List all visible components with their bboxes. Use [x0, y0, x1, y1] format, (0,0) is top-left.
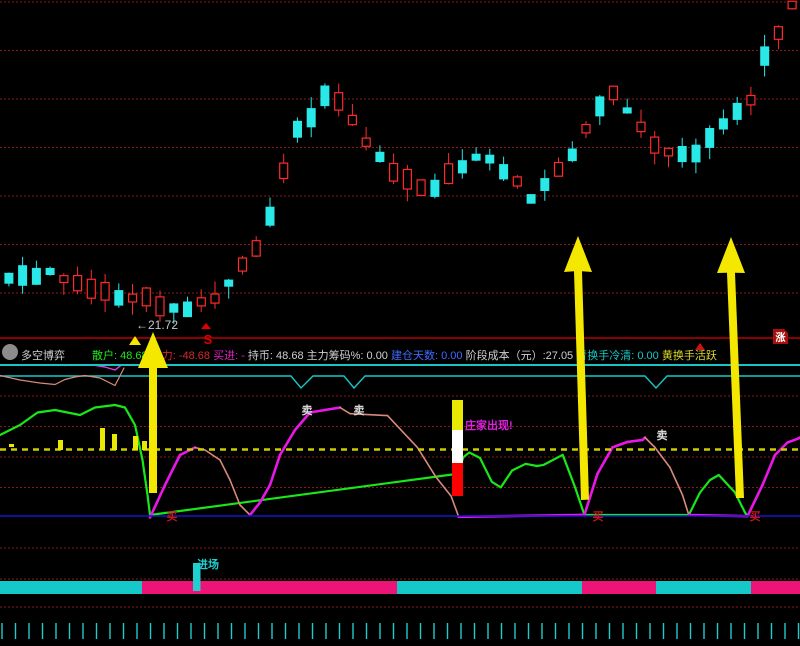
- svg-text:卖: 卖: [302, 403, 313, 417]
- svg-text:涨: 涨: [776, 331, 786, 344]
- svg-text:进场: 进场: [197, 557, 219, 571]
- svg-text:买: 买: [593, 510, 604, 523]
- svg-text:庄家出现!: 庄家出现!: [465, 418, 513, 432]
- svg-text:买: 买: [167, 510, 178, 523]
- svg-text:卖: 卖: [354, 403, 365, 417]
- svg-text:买: 买: [750, 510, 761, 523]
- svg-text:卖: 卖: [657, 428, 668, 442]
